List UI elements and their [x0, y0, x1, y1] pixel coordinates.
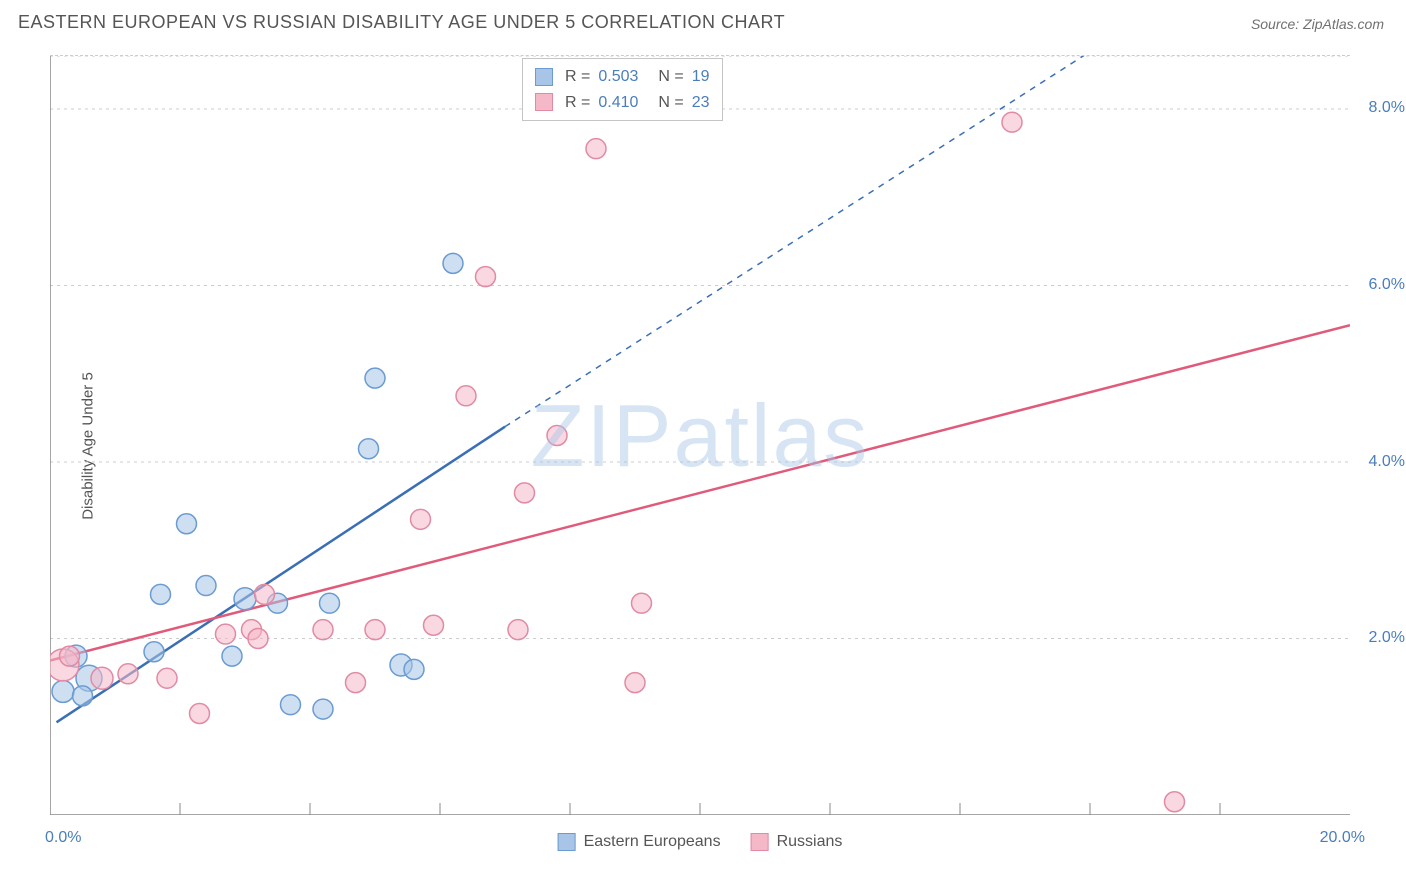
legend-r-value-0: 0.503 [598, 64, 638, 90]
legend-r-label: R = [565, 64, 590, 90]
x-axis-max-label: 20.0% [1320, 829, 1365, 847]
legend-r-label: R = [565, 90, 590, 116]
legend-r-value-1: 0.410 [598, 90, 638, 116]
y-tick-label: 4.0% [1369, 453, 1405, 471]
bottom-legend-swatch-0 [558, 833, 576, 851]
bottom-legend-label-0: Eastern Europeans [584, 833, 721, 851]
bottom-legend-swatch-1 [751, 833, 769, 851]
x-axis-min-label: 0.0% [45, 829, 81, 847]
chart-plot-area: ZIPatlas R = 0.503 N = 19 R = 0.410 N = … [50, 55, 1350, 815]
y-tick-label: 2.0% [1369, 629, 1405, 647]
bottom-legend: Eastern Europeans Russians [558, 833, 843, 851]
source-attribution: Source: ZipAtlas.com [1251, 16, 1384, 32]
bottom-legend-item-0: Eastern Europeans [558, 833, 721, 851]
bottom-legend-item-1: Russians [751, 833, 843, 851]
legend-n-label: N = [658, 90, 683, 116]
y-tick-label: 8.0% [1369, 99, 1405, 117]
chart-svg [50, 56, 1350, 815]
legend-n-value-1: 23 [692, 90, 710, 116]
legend-swatch-series-0 [535, 68, 553, 86]
chart-title: EASTERN EUROPEAN VS RUSSIAN DISABILITY A… [18, 12, 785, 33]
legend-row-series-0: R = 0.503 N = 19 [535, 64, 710, 90]
y-tick-label: 6.0% [1369, 276, 1405, 294]
legend-swatch-series-1 [535, 93, 553, 111]
legend-row-series-1: R = 0.410 N = 23 [535, 90, 710, 116]
legend-n-value-0: 19 [692, 64, 710, 90]
legend-n-label: N = [658, 64, 683, 90]
correlation-legend-box: R = 0.503 N = 19 R = 0.410 N = 23 [522, 58, 723, 121]
bottom-legend-label-1: Russians [777, 833, 843, 851]
